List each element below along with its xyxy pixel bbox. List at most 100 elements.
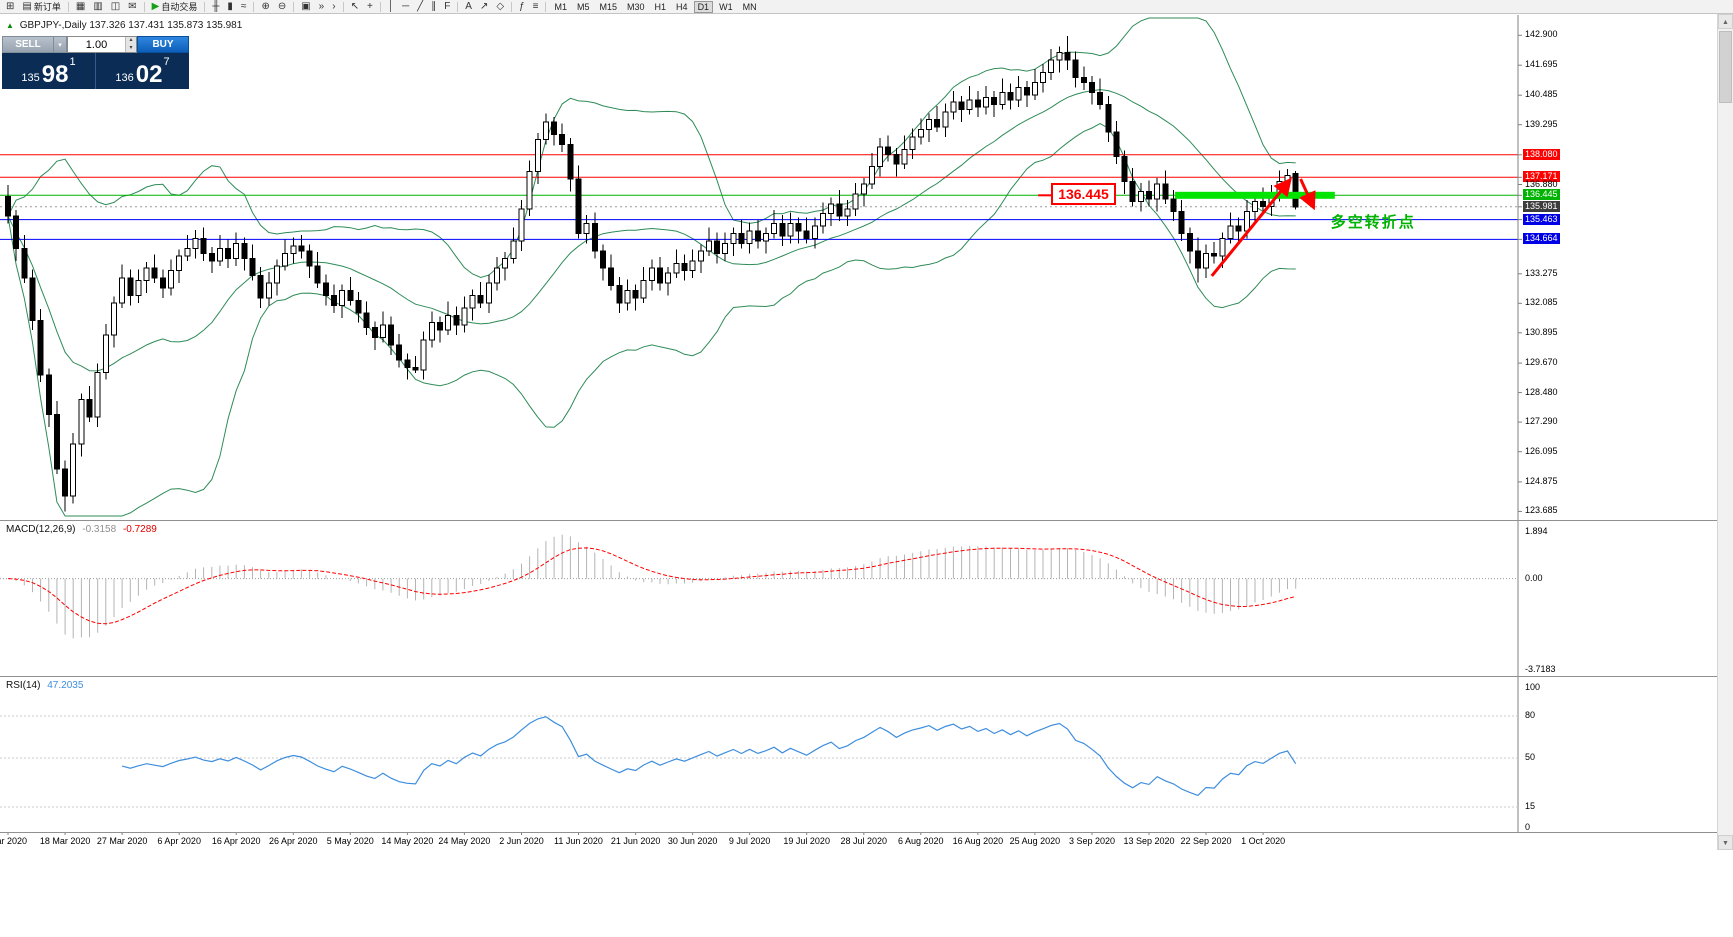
text-icon: A <box>465 0 472 12</box>
time-axis-label: 6 Aug 2020 <box>898 836 944 846</box>
scroll-down-icon[interactable]: ▼ <box>1718 835 1733 850</box>
zoom-out-button[interactable]: ⊖ <box>275 1 289 13</box>
timeframe-mn-button[interactable]: MN <box>742 1 757 12</box>
time-axis-label: 13 Sep 2020 <box>1123 836 1175 846</box>
text-button[interactable]: A <box>462 1 475 13</box>
macd-signal-line <box>7 547 1296 625</box>
timeframe-m30-button[interactable]: M30 <box>627 1 645 12</box>
autotrading-button[interactable]: ▶ 自动交易 <box>149 1 201 13</box>
timeframe-w1-button[interactable]: W1 <box>719 1 733 12</box>
zoom-in-icon: ⊕ <box>261 0 270 12</box>
time-axis-label: 16 Apr 2020 <box>211 836 261 846</box>
indicators-button[interactable]: ƒ <box>516 1 528 13</box>
macd-panel-separator[interactable] <box>0 520 1718 521</box>
timeframe-m1-button[interactable]: M1 <box>554 1 567 12</box>
buy-price-display[interactable]: 136 02 7 <box>96 53 189 89</box>
time-axis-label: 21 Jun 2020 <box>610 836 661 846</box>
indicators-icon: ƒ <box>519 0 525 12</box>
mail-button[interactable]: ✉ <box>125 1 139 13</box>
buy-price-big: 02 <box>135 61 163 88</box>
trend-arrow[interactable] <box>1299 178 1316 211</box>
trendline-button[interactable]: ╱ <box>414 1 426 13</box>
volume-increase-icon[interactable]: ▴ <box>125 37 136 45</box>
macd-signal-value: -0.7289 <box>122 524 157 535</box>
timeframe-d1-button[interactable]: D1 <box>693 0 714 13</box>
line-chart-button[interactable]: ≈ <box>238 1 250 13</box>
horizontal-line-icon: ─ <box>402 0 410 12</box>
sell-button[interactable]: SELL <box>2 36 54 53</box>
bar-chart-button[interactable]: ╫ <box>209 1 222 13</box>
scroll-up-icon[interactable]: ▲ <box>1718 14 1733 29</box>
volume-decrease-icon[interactable]: ▾ <box>125 44 136 52</box>
fibonacci-icon: F <box>444 0 451 12</box>
sell-options-dropdown-icon[interactable]: ▾ <box>54 36 67 53</box>
axis-label: 140.485 <box>1525 89 1558 100</box>
horizontal-line-button[interactable]: ─ <box>399 1 412 13</box>
candlestick-chart-button[interactable]: ▮ <box>224 1 236 13</box>
objects-list-button[interactable]: ≡ <box>530 1 542 13</box>
time-axis-label: 2 Jun 2020 <box>499 836 544 846</box>
zoom-out-icon: ⊖ <box>277 0 287 12</box>
axis-label: 15 <box>1525 801 1536 811</box>
tile-windows-button[interactable]: ▣ <box>298 1 313 13</box>
arrow-object-icon: ↗ <box>479 0 489 12</box>
terminal-icon: ◫ <box>110 0 121 12</box>
fibonacci-button[interactable]: F <box>441 1 453 13</box>
crosshair-button[interactable]: + <box>364 1 376 13</box>
scrollbar-thumb[interactable] <box>1719 31 1732 103</box>
timeframe-m5-button[interactable]: M5 <box>576 1 590 12</box>
turning-point-label[interactable]: 多空转折点 <box>1330 213 1416 231</box>
time-axis-label: 18 Mar 2020 <box>39 836 91 846</box>
rsi-line <box>121 716 1297 797</box>
chart-plot-area[interactable] <box>0 0 1733 852</box>
rsi-name: RSI(14) <box>6 680 41 691</box>
volume-input[interactable] <box>68 37 125 52</box>
shapes-button[interactable]: ◇ <box>493 1 507 13</box>
axis-label: 138.080 <box>1523 148 1560 160</box>
terminal-button[interactable]: ◫ <box>108 1 123 13</box>
timeframe-m15-button[interactable]: M15 <box>599 1 618 12</box>
time-axis-label: 3 Sep 2020 <box>1068 836 1116 846</box>
mail-icon: ✉ <box>128 0 137 12</box>
rsi-panel-separator[interactable] <box>0 676 1718 677</box>
support-highlight-bar[interactable] <box>1175 191 1335 199</box>
trend-arrow[interactable] <box>1210 177 1292 277</box>
vertical-scrollbar[interactable]: ▲ ▼ <box>1717 14 1733 850</box>
sell-price-display[interactable]: 135 98 1 <box>2 53 95 89</box>
vertical-line-button[interactable]: │ <box>385 1 397 13</box>
navigator-button[interactable]: ▥ <box>90 1 105 13</box>
line-chart-icon: ≈ <box>240 0 247 12</box>
axis-label: 50 <box>1525 752 1536 762</box>
axis-label: 141.695 <box>1525 59 1558 70</box>
arrow-object-button[interactable]: ↗ <box>477 1 491 13</box>
auto-scroll-button[interactable]: » <box>316 1 328 13</box>
channel-button[interactable]: ∥ <box>428 1 439 13</box>
scrollbar-track[interactable] <box>1718 29 1733 835</box>
chart-shift-button[interactable]: › <box>329 1 338 13</box>
zoom-in-button[interactable]: ⊕ <box>258 1 272 13</box>
new-chart-button[interactable]: ⊞ <box>3 1 17 13</box>
timeframe-h4-button[interactable]: H4 <box>676 1 688 12</box>
toolbar-separator <box>379 1 381 12</box>
price-level-callout[interactable]: 136.445 <box>1051 183 1116 206</box>
new-order-icon: ▤ <box>22 0 32 12</box>
time-axis[interactable]: Mar 2020 18 Mar 2020 27 Mar 2020 6 Apr 2020… <box>0 834 1518 848</box>
macd-main-value: -0.3158 <box>82 524 117 535</box>
toolbar-separator <box>342 1 344 12</box>
cursor-icon: ↖ <box>350 0 359 12</box>
vertical-line-icon: │ <box>387 0 395 12</box>
cursor-button[interactable]: ↖ <box>348 1 362 13</box>
time-axis-label: 19 Jul 2020 <box>783 836 830 846</box>
timeframe-h1-button[interactable]: H1 <box>654 1 667 12</box>
market-watch-button[interactable]: ▦ <box>73 1 88 13</box>
chart-shift-icon: › <box>332 0 336 12</box>
axis-label: 130.895 <box>1525 326 1558 337</box>
sell-price-big: 98 <box>41 61 69 88</box>
price-axis[interactable]: 142.900 141.695 140.485 139.295 138.080 137.1… <box>1523 0 1583 852</box>
new-order-button[interactable]: ▤ 新订单 <box>19 1 63 13</box>
buy-button[interactable]: BUY <box>137 36 189 53</box>
sell-price-prefix: 135 <box>21 72 40 84</box>
axis-label: 137.171 <box>1523 171 1560 183</box>
time-axis-label: Mar 2020 <box>0 836 28 846</box>
